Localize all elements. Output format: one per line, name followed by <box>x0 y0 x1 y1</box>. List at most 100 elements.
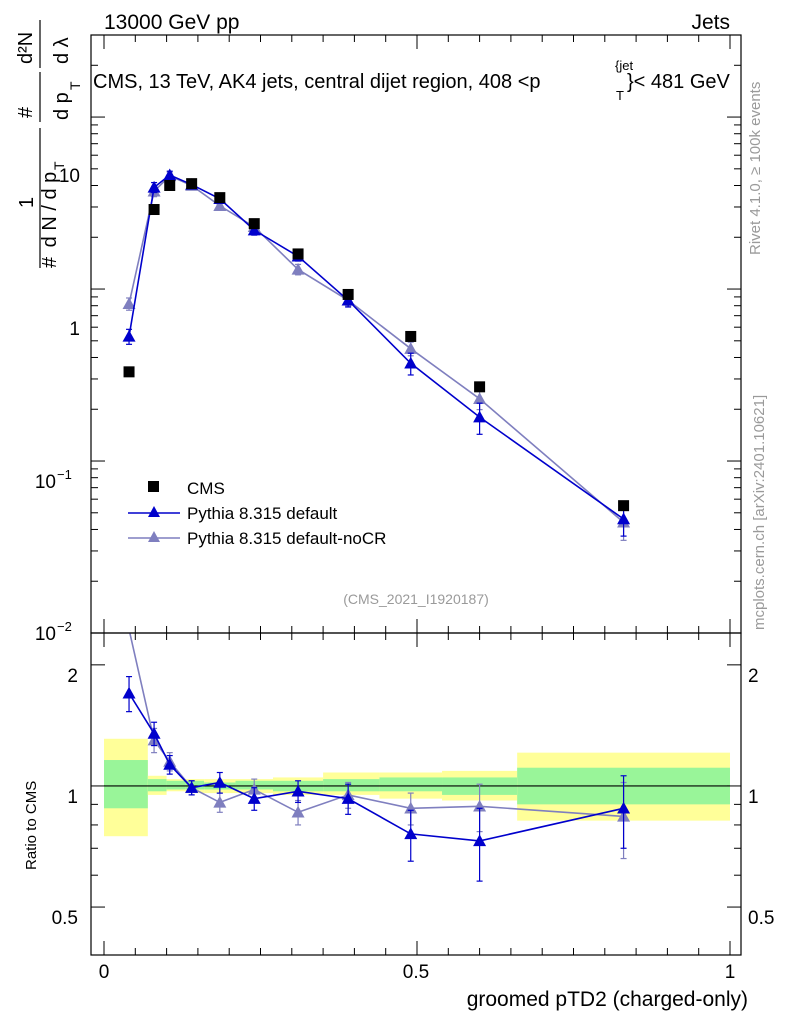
y-label-dp: d p <box>51 92 73 120</box>
series-1-point <box>291 262 305 275</box>
series-line-0 <box>128 174 625 520</box>
band-inner <box>379 777 443 792</box>
cms-point <box>292 248 304 260</box>
y-tick-0.1-exp: −1 <box>57 467 72 482</box>
ratio-0-point <box>185 781 199 793</box>
y-label-sub-t2: T <box>67 81 83 90</box>
legend-default-marker <box>148 506 160 517</box>
x-tick-1: 1 <box>725 962 736 983</box>
y-tick-1: 1 <box>69 319 80 340</box>
series-1-point <box>122 297 136 310</box>
ratio-y-tick-0.5-right: 0.5 <box>748 908 774 929</box>
ratio-y-tick-1: 1 <box>67 787 78 808</box>
plot-title-main: CMS, 13 TeV, AK4 jets, central dijet reg… <box>93 71 541 93</box>
cms-point <box>214 192 226 204</box>
series-0-point <box>247 223 261 236</box>
svg-text:# d N / d p: # d N / d p <box>39 172 61 268</box>
ratio-0-point <box>341 792 355 804</box>
ratio-frame <box>90 632 742 956</box>
ratio-1-point <box>213 795 227 808</box>
cms-point <box>164 179 176 191</box>
y-label-dn: d N / d p <box>39 172 61 248</box>
band-inner <box>166 780 186 790</box>
ratio-0-point <box>213 775 227 788</box>
ratio-0-point <box>617 801 631 814</box>
ratio-0-point <box>122 686 136 699</box>
band-inner <box>147 779 167 792</box>
cms-point <box>474 381 486 393</box>
y-label-sub-t: T <box>51 161 67 170</box>
ratio-panel: 2 1 0.5 2 1 0.5 Ratio to CMS 0 0.5 1 gro… <box>23 632 774 1011</box>
y-label-hash: # <box>39 256 61 268</box>
header-right: Jets <box>691 11 730 34</box>
cms-point <box>618 500 630 512</box>
series-1-point <box>213 199 227 211</box>
ratio-y-tick-2-right: 2 <box>748 666 759 687</box>
main-panel: 10 1 10 −1 10 −2 CMS, 13 TeV, AK4 jets, … <box>15 20 742 645</box>
legend-nocr-marker <box>148 531 160 542</box>
ratio-ticks <box>91 633 741 955</box>
header-left: 13000 GeV pp <box>104 11 239 34</box>
ratio-y-tick-0.5: 0.5 <box>52 908 78 929</box>
x-tick-0: 0 <box>99 962 110 983</box>
series-0-point <box>617 512 631 525</box>
series-0-point <box>163 168 177 181</box>
band-inner <box>323 779 380 792</box>
ratio-y-tick-2: 2 <box>67 666 78 687</box>
x-axis-label: groomed pTD2 (charged-only) <box>467 988 748 1011</box>
ratio-axis-label: Ratio to CMS <box>23 781 40 870</box>
cms-point <box>148 204 160 216</box>
y-tick-0.01: 10 <box>35 624 56 645</box>
series-1-point <box>473 392 487 405</box>
plot-title-sub: T <box>616 88 624 103</box>
ratio-series-group <box>122 633 631 882</box>
series-0-point <box>122 329 136 342</box>
legend-nocr-label: Pythia 8.315 default-noCR <box>187 529 386 548</box>
mcplots-label: mcplots.cern.ch [arXiv:2401.10621] <box>751 395 768 630</box>
cms-point <box>342 288 354 300</box>
series-0-point <box>147 180 161 193</box>
ratio-1-point <box>404 801 418 814</box>
cms-point <box>248 218 260 230</box>
y-tick-0.1: 10 <box>35 472 56 493</box>
plot-title-sup: {jet <box>615 58 633 73</box>
series-0-point <box>473 410 487 423</box>
ratio-layer <box>104 633 730 882</box>
series-line-1 <box>128 174 625 523</box>
cms-point <box>405 330 417 342</box>
x-tick-0.5: 0.5 <box>403 962 429 983</box>
ratio-0-point <box>473 834 487 847</box>
series-1-point <box>404 342 418 354</box>
main-layer <box>122 168 631 541</box>
ratio-1-point <box>473 799 487 812</box>
rivet-label: Rivet 4.1.0, ≥ 100k events <box>747 82 764 255</box>
y-axis-label: # d N / d p 1 T d p # T d²N d λ <box>15 20 83 268</box>
ratio-0-point <box>291 784 305 797</box>
band-inner <box>185 780 205 790</box>
legend-cms-label: CMS <box>187 479 225 498</box>
ratio-0-point <box>404 827 418 840</box>
cms-point <box>186 178 198 190</box>
y-label-dlambda: d λ <box>51 37 73 64</box>
y-label-hash2: # <box>15 106 37 118</box>
y-tick-0.1-base: 10 <box>35 472 56 493</box>
main-ticks <box>91 34 741 634</box>
legend: CMS Pythia 8.315 default Pythia 8.315 de… <box>128 479 386 548</box>
series-0-point <box>404 356 418 369</box>
y-tick-0.01-base: 10 <box>35 624 56 645</box>
y-tick-0.01-exp: −2 <box>57 619 72 634</box>
ratio-1-point <box>291 805 305 818</box>
y-label-frac-top: 1 <box>16 197 38 208</box>
y-label-d2n: d²N <box>15 32 37 64</box>
analysis-id: (CMS_2021_I1920187) <box>343 591 489 607</box>
legend-default-label: Pythia 8.315 default <box>187 504 338 523</box>
y-tick-10: 10 <box>59 166 80 187</box>
ratio-0-point <box>163 758 177 770</box>
band-inner <box>104 760 148 809</box>
legend-cms-marker <box>148 481 159 492</box>
ratio-0-point <box>247 792 261 804</box>
plot-title-end: }< 481 GeV <box>627 71 731 93</box>
ratio-0-point <box>147 727 161 739</box>
ratio-y-tick-1-right: 1 <box>748 787 759 808</box>
